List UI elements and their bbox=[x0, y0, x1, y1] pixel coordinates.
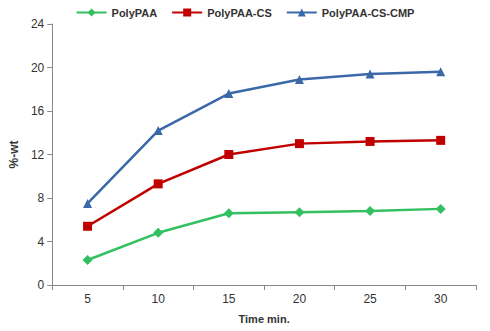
svg-text:24: 24 bbox=[31, 17, 45, 31]
svg-text:12: 12 bbox=[31, 148, 45, 162]
svg-text:5: 5 bbox=[84, 292, 91, 306]
svg-text:4: 4 bbox=[38, 235, 45, 249]
svg-text:30: 30 bbox=[434, 292, 448, 306]
svg-text:15: 15 bbox=[222, 292, 236, 306]
svg-text:PolyPAA-CS: PolyPAA-CS bbox=[207, 7, 272, 19]
svg-text:PolyPAA-CS-CMP: PolyPAA-CS-CMP bbox=[322, 7, 415, 19]
svg-text:25: 25 bbox=[363, 292, 377, 306]
svg-text:PolyPAA: PolyPAA bbox=[112, 7, 158, 19]
svg-text:0: 0 bbox=[38, 278, 45, 292]
svg-text:Time min.: Time min. bbox=[239, 313, 290, 325]
svg-text:16: 16 bbox=[31, 104, 45, 118]
svg-text:10: 10 bbox=[152, 292, 166, 306]
svg-text:20: 20 bbox=[293, 292, 307, 306]
svg-text:20: 20 bbox=[31, 61, 45, 75]
svg-text:8: 8 bbox=[38, 191, 45, 205]
svg-text:%-wt: %-wt bbox=[7, 141, 21, 169]
